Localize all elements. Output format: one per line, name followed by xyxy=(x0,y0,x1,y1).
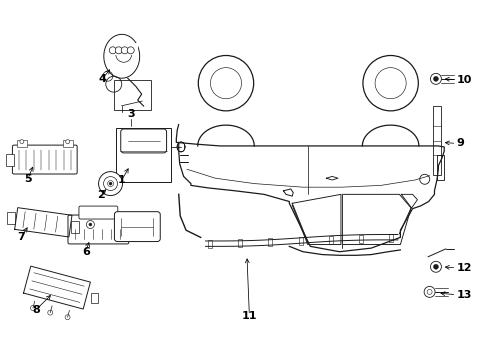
Text: 6: 6 xyxy=(81,247,89,257)
Bar xyxy=(71,221,79,233)
Bar xyxy=(62,140,73,147)
Bar xyxy=(110,43,138,55)
FancyBboxPatch shape xyxy=(114,212,160,242)
Circle shape xyxy=(121,47,128,54)
Circle shape xyxy=(419,174,429,184)
Circle shape xyxy=(198,55,253,111)
Text: 1: 1 xyxy=(118,175,125,185)
Bar xyxy=(7,212,15,224)
Circle shape xyxy=(362,55,417,111)
Text: 2: 2 xyxy=(97,190,104,200)
Text: 5: 5 xyxy=(24,174,32,184)
Circle shape xyxy=(30,306,35,310)
Circle shape xyxy=(65,140,70,144)
Circle shape xyxy=(48,310,53,315)
Text: 9: 9 xyxy=(455,139,463,148)
FancyBboxPatch shape xyxy=(12,145,77,174)
Circle shape xyxy=(210,68,241,99)
Circle shape xyxy=(127,47,134,54)
Circle shape xyxy=(86,221,94,229)
Bar xyxy=(328,236,332,244)
Bar xyxy=(432,106,440,175)
Circle shape xyxy=(429,73,441,84)
FancyBboxPatch shape xyxy=(79,206,118,219)
Bar xyxy=(208,240,212,248)
Bar xyxy=(116,127,171,182)
Circle shape xyxy=(107,181,113,186)
FancyBboxPatch shape xyxy=(68,215,128,244)
Bar xyxy=(113,80,151,109)
Bar xyxy=(6,154,14,166)
Text: 10: 10 xyxy=(455,75,471,85)
Circle shape xyxy=(432,264,438,269)
Circle shape xyxy=(20,140,24,144)
Bar xyxy=(238,239,242,247)
Circle shape xyxy=(109,47,116,54)
Text: 8: 8 xyxy=(32,305,40,315)
Bar xyxy=(17,140,27,147)
Circle shape xyxy=(115,47,122,54)
Text: 7: 7 xyxy=(18,232,25,242)
Bar xyxy=(388,234,392,242)
Text: 13: 13 xyxy=(455,290,471,300)
Polygon shape xyxy=(103,34,140,78)
Circle shape xyxy=(426,289,431,294)
Circle shape xyxy=(103,177,117,190)
Circle shape xyxy=(423,287,434,297)
Text: 12: 12 xyxy=(455,263,471,273)
Circle shape xyxy=(432,76,438,81)
Bar xyxy=(268,238,272,246)
Circle shape xyxy=(429,261,441,272)
Bar xyxy=(90,293,98,303)
Circle shape xyxy=(65,315,70,320)
Bar xyxy=(358,235,362,243)
Bar xyxy=(298,237,302,245)
Circle shape xyxy=(89,223,92,226)
Text: 3: 3 xyxy=(127,109,135,119)
Text: 4: 4 xyxy=(98,74,106,84)
FancyBboxPatch shape xyxy=(121,129,166,153)
Circle shape xyxy=(374,68,406,99)
Text: 11: 11 xyxy=(241,311,257,320)
Circle shape xyxy=(99,172,122,195)
Circle shape xyxy=(116,46,131,62)
Circle shape xyxy=(109,182,112,185)
